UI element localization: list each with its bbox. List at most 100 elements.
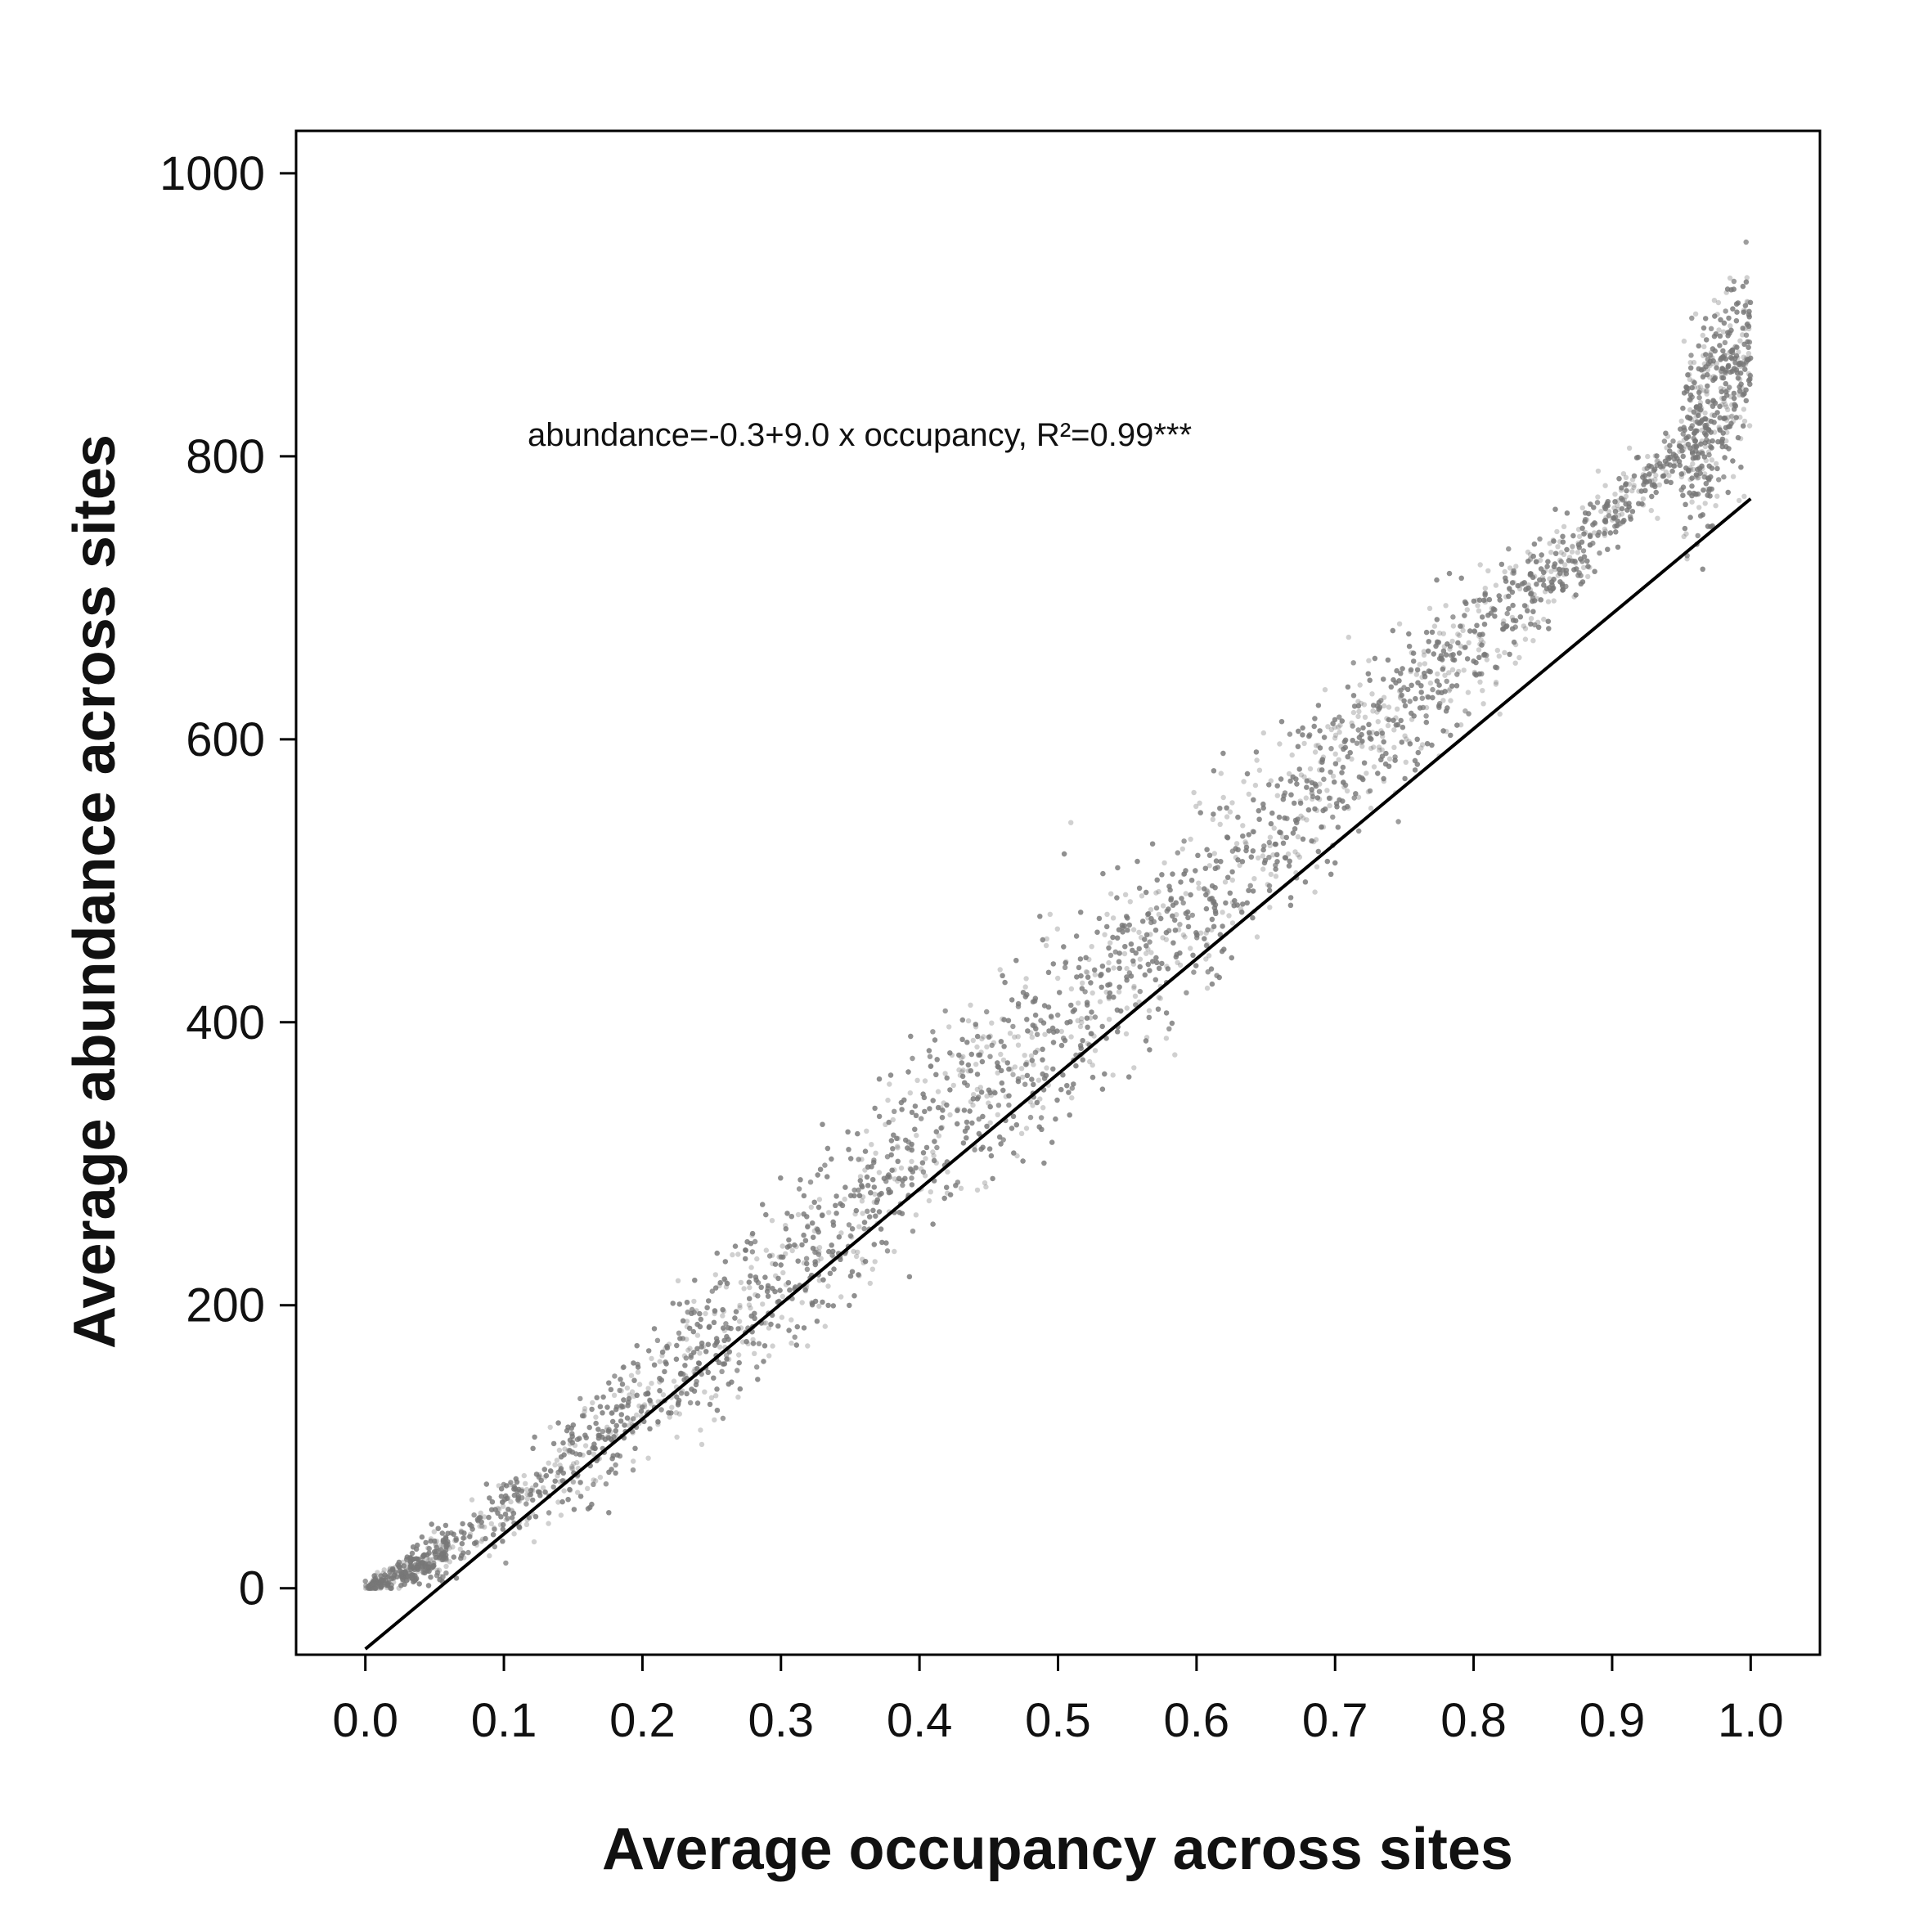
scatter-point — [1395, 706, 1400, 712]
scatter-point — [1336, 724, 1341, 730]
scatter-point — [872, 1259, 878, 1265]
scatter-point — [1087, 1058, 1093, 1065]
scatter-point — [1277, 741, 1283, 747]
scatter-point — [1737, 392, 1742, 398]
scatter-point — [816, 1249, 822, 1255]
scatter-point — [629, 1389, 636, 1395]
scatter-point — [398, 1562, 404, 1568]
scatter-point — [968, 1099, 974, 1105]
scatter-point — [1229, 900, 1236, 905]
scatter-point — [1008, 1067, 1014, 1072]
scatter-point — [1058, 1028, 1065, 1035]
scatter-point — [368, 1580, 374, 1586]
scatter-point — [570, 1436, 577, 1443]
scatter-point — [1160, 903, 1166, 909]
scatter-point — [1606, 509, 1612, 514]
scatter-point — [684, 1319, 690, 1324]
scatter-point — [1124, 1005, 1130, 1011]
scatter-point — [524, 1516, 530, 1523]
scatter-point — [496, 1506, 502, 1512]
scatter-point — [1206, 953, 1212, 959]
scatter-point — [1355, 794, 1362, 800]
scatter-point — [421, 1552, 428, 1557]
scatter-point — [923, 1156, 928, 1161]
scatter-point — [682, 1373, 689, 1379]
scatter-point — [593, 1414, 599, 1420]
scatter-point — [825, 1283, 831, 1289]
scatter-point — [645, 1455, 651, 1461]
scatter-point — [1699, 438, 1705, 444]
scatter-point — [426, 1561, 432, 1567]
scatter-point — [1704, 391, 1710, 397]
scatter-point — [1381, 694, 1387, 700]
scatter-point — [1090, 990, 1095, 996]
scatter-point — [1265, 882, 1271, 887]
scatter-point — [569, 1466, 576, 1471]
scatter-point — [635, 1369, 641, 1375]
scatter-point — [1010, 1072, 1016, 1078]
scatter-point — [428, 1536, 434, 1542]
scatter-point — [1055, 975, 1061, 982]
scatter-point — [1615, 498, 1621, 504]
scatter-point — [776, 1254, 782, 1260]
scatter-point — [1381, 778, 1387, 784]
scatter-point — [1472, 629, 1478, 636]
scatter-point — [697, 1350, 703, 1356]
scatter-point — [1042, 1031, 1048, 1037]
scatter-point — [1332, 735, 1338, 741]
scatter-point — [497, 1522, 504, 1528]
scatter-point — [1558, 550, 1564, 555]
scatter-point — [892, 1167, 897, 1173]
scatter-point — [1146, 1008, 1152, 1013]
scatter-point — [1357, 682, 1363, 688]
scatter-point — [1741, 493, 1747, 499]
scatter-point — [1677, 440, 1683, 446]
scatter-point — [1295, 833, 1301, 840]
scatter-point — [1423, 704, 1430, 711]
scatter-point — [1683, 443, 1688, 449]
scatter-point — [1509, 570, 1516, 576]
scatter-point — [1620, 471, 1627, 477]
scatter-point — [956, 1067, 962, 1073]
scatter-point — [1108, 891, 1114, 896]
scatter-point — [1229, 920, 1236, 926]
scatter-point — [1545, 599, 1552, 604]
scatter-point — [1493, 582, 1499, 588]
scatter-point — [404, 1560, 410, 1566]
scatter-point — [1713, 461, 1719, 467]
scatter-point — [1721, 386, 1727, 393]
scatter-point — [703, 1310, 708, 1317]
scatter-point — [1315, 743, 1321, 748]
scatter-point — [1024, 1059, 1030, 1066]
scatter-point — [387, 1566, 393, 1573]
scatter-point — [1689, 499, 1695, 505]
scatter-point — [401, 1559, 407, 1566]
scatter-point — [413, 1565, 419, 1570]
scatter-point — [1440, 631, 1447, 636]
scatter-point — [402, 1573, 408, 1579]
scatter-point — [676, 1411, 682, 1417]
scatter-point — [998, 1051, 1004, 1058]
scatter-point — [1690, 461, 1696, 467]
scatter-point — [1689, 416, 1695, 422]
scatter-point — [1517, 582, 1523, 588]
scatter-point — [1476, 608, 1482, 613]
scatter-point — [1556, 567, 1561, 573]
scatter-point — [479, 1539, 484, 1544]
scatter-point — [1175, 959, 1180, 966]
scatter-point — [1716, 426, 1723, 432]
scatter-point — [570, 1479, 577, 1485]
scatter-point — [712, 1272, 718, 1278]
scatter-point — [1220, 910, 1225, 915]
scatter-point — [1196, 885, 1202, 892]
scatter-point — [1188, 946, 1193, 951]
scatter-point — [1337, 730, 1342, 735]
scatter-point — [1744, 299, 1750, 304]
scatter-point — [805, 1343, 811, 1349]
scatter-point — [987, 1120, 993, 1126]
scatter-point — [1044, 936, 1050, 942]
scatter-point — [645, 1386, 651, 1391]
scatter-point — [860, 1194, 866, 1200]
scatter-point — [988, 1092, 995, 1099]
scatter-point — [415, 1569, 421, 1575]
